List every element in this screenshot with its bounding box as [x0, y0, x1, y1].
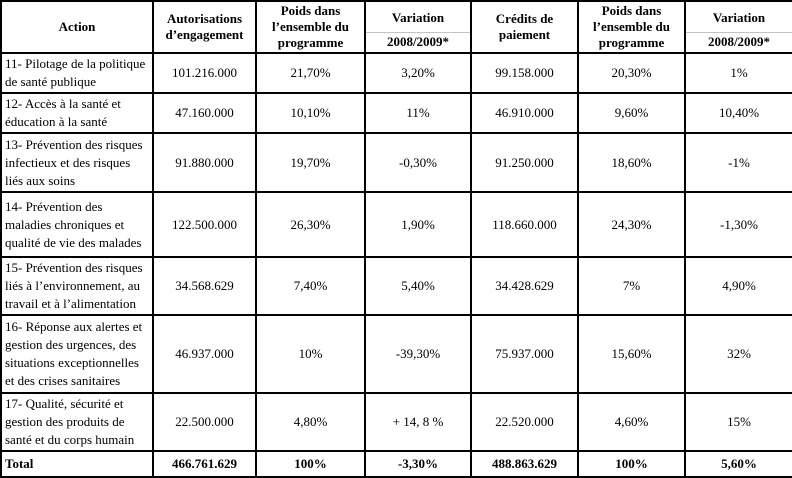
value-cell: 5,40% [364, 256, 472, 316]
value-cell: 15% [684, 392, 792, 452]
value-cell: 20,30% [577, 52, 686, 94]
value-cell: -0,30% [364, 132, 472, 193]
total-value-cell: 100% [577, 450, 686, 478]
header-poids-programme-ae: Poids dans l’ensemble du programme [255, 0, 366, 54]
value-cell: 91.250.000 [470, 132, 579, 193]
action-cell: 15- Prévention des risques liés à l’envi… [0, 256, 154, 316]
header-credits-paiement: Crédits de paiement [470, 0, 579, 54]
table-row: 16- Réponse aux alertes et gestion des u… [0, 314, 792, 394]
value-cell: 18,60% [577, 132, 686, 193]
header-variation-ae: Variation 2008/2009* [364, 0, 472, 54]
value-cell: 46.910.000 [470, 92, 579, 134]
value-cell: 34.428.629 [470, 256, 579, 316]
header-autorisations-engagement: Autorisations d’engagement [152, 0, 257, 54]
value-cell: 3,20% [364, 52, 472, 94]
value-cell: -39,30% [364, 314, 472, 394]
value-cell: 4,60% [577, 392, 686, 452]
variation-header-wrap: Variation 2008/2009* [687, 3, 791, 51]
value-cell: + 14, 8 % [364, 392, 472, 452]
action-cell: 12- Accès à la santé et éducation à la s… [0, 92, 154, 134]
value-cell: 75.937.000 [470, 314, 579, 394]
total-value-cell: -3,30% [364, 450, 472, 478]
value-cell: 122.500.000 [152, 191, 257, 258]
table-row: 14- Prévention des maladies chroniques e… [0, 191, 792, 258]
total-value-cell: 466.761.629 [152, 450, 257, 478]
total-value-cell: 100% [255, 450, 366, 478]
value-cell: 19,70% [255, 132, 366, 193]
value-cell: 34.568.629 [152, 256, 257, 316]
header-action: Action [0, 0, 154, 54]
total-value-cell: 5,60% [684, 450, 792, 478]
value-cell: 118.660.000 [470, 191, 579, 258]
value-cell: 1,90% [364, 191, 472, 258]
total-label-cell: Total [0, 450, 154, 478]
value-cell: 7,40% [255, 256, 366, 316]
total-row: Total 466.761.629 100% -3,30% 488.863.62… [0, 450, 792, 478]
variation-header-wrap: Variation 2008/2009* [367, 3, 469, 51]
value-cell: 24,30% [577, 191, 686, 258]
header-row: Action Autorisations d’engagement Poids … [0, 0, 792, 54]
value-cell: 99.158.000 [470, 52, 579, 94]
value-cell: 32% [684, 314, 792, 394]
action-cell: 16- Réponse aux alertes et gestion des u… [0, 314, 154, 394]
action-cell: 17- Qualité, sécurité et gestion des pro… [0, 392, 154, 452]
value-cell: -1,30% [684, 191, 792, 258]
variation-label: Variation [391, 9, 445, 25]
variation-label: Variation [712, 9, 766, 25]
value-cell: 101.216.000 [152, 52, 257, 94]
table-row: 12- Accès à la santé et éducation à la s… [0, 92, 792, 134]
table-row: 13- Prévention des risques infectieux et… [0, 132, 792, 193]
variation-period-label: 2008/2009* [687, 32, 791, 51]
table-row: 17- Qualité, sécurité et gestion des pro… [0, 392, 792, 452]
variation-period-label: 2008/2009* [367, 32, 469, 51]
action-cell: 13- Prévention des risques infectieux et… [0, 132, 154, 193]
value-cell: 26,30% [255, 191, 366, 258]
value-cell: 10,10% [255, 92, 366, 134]
value-cell: 22.500.000 [152, 392, 257, 452]
table-row: 15- Prévention des risques liés à l’envi… [0, 256, 792, 316]
value-cell: 9,60% [577, 92, 686, 134]
table-row: 11- Pilotage de la politique de santé pu… [0, 52, 792, 94]
value-cell: 21,70% [255, 52, 366, 94]
value-cell: 22.520.000 [470, 392, 579, 452]
value-cell: 1% [684, 52, 792, 94]
value-cell: 91.880.000 [152, 132, 257, 193]
value-cell: 7% [577, 256, 686, 316]
value-cell: 47.160.000 [152, 92, 257, 134]
value-cell: 4,90% [684, 256, 792, 316]
value-cell: 46.937.000 [152, 314, 257, 394]
value-cell: -1% [684, 132, 792, 193]
header-poids-programme-cp: Poids dans l’ensemble du programme [577, 0, 686, 54]
total-value-cell: 488.863.629 [470, 450, 579, 478]
action-cell: 14- Prévention des maladies chroniques e… [0, 191, 154, 258]
value-cell: 15,60% [577, 314, 686, 394]
header-variation-cp: Variation 2008/2009* [684, 0, 792, 54]
value-cell: 10,40% [684, 92, 792, 134]
value-cell: 11% [364, 92, 472, 134]
value-cell: 4,80% [255, 392, 366, 452]
value-cell: 10% [255, 314, 366, 394]
action-cell: 11- Pilotage de la politique de santé pu… [0, 52, 154, 94]
